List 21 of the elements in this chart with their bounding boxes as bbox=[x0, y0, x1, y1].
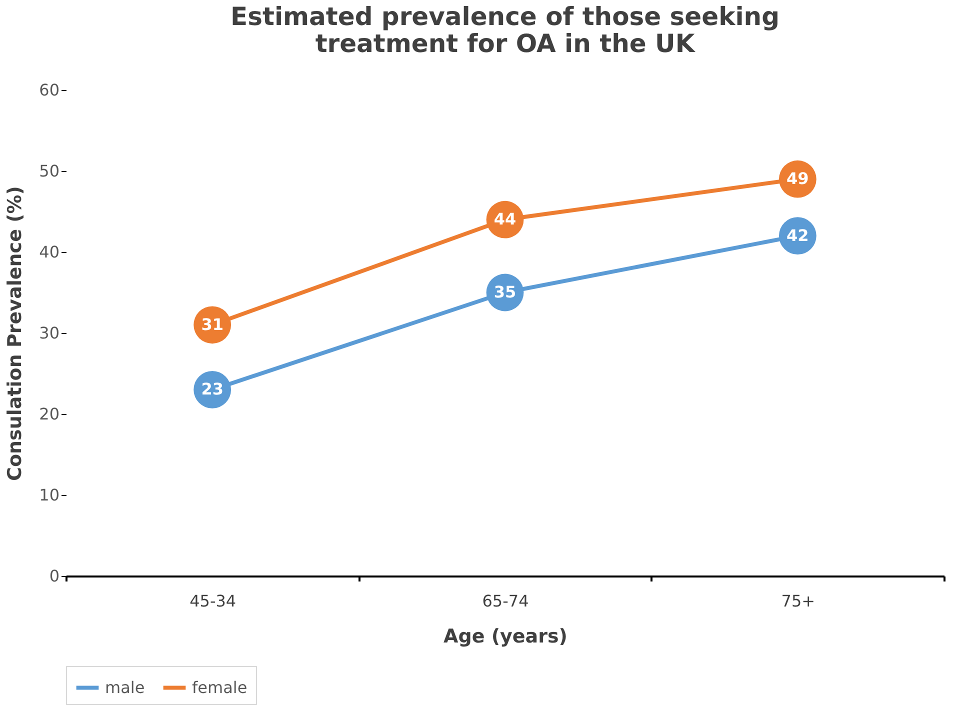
data-label: 35 bbox=[494, 282, 516, 302]
y-tick-label: 0 bbox=[49, 566, 60, 586]
data-label: 42 bbox=[786, 226, 809, 245]
x-tick-label: 65-74 bbox=[482, 592, 529, 610]
y-tick-label: 10 bbox=[39, 486, 60, 504]
data-label: 44 bbox=[494, 210, 516, 229]
y-tick-label: 60 bbox=[39, 80, 60, 100]
chart-title: Estimated prevalence of those seeking treatment for OA in the UK bbox=[230, 2, 780, 58]
data-label: 31 bbox=[201, 314, 224, 334]
y-tick-label: 20 bbox=[39, 404, 60, 424]
y-tick-label: 30 bbox=[39, 324, 60, 342]
legend-label: male bbox=[105, 678, 145, 697]
x-axis-title: Age (years) bbox=[444, 626, 568, 648]
data-label: 23 bbox=[201, 380, 224, 399]
x-tick-label: 75+ bbox=[781, 592, 816, 610]
y-tick-label: 40 bbox=[39, 242, 60, 262]
legend-label: female bbox=[192, 678, 248, 697]
x-tick-label: 45-34 bbox=[190, 592, 236, 610]
data-label: 49 bbox=[786, 169, 809, 188]
y-axis-title: Consulation Prevalence (%) bbox=[4, 186, 26, 481]
y-tick-label: 50 bbox=[39, 162, 60, 180]
